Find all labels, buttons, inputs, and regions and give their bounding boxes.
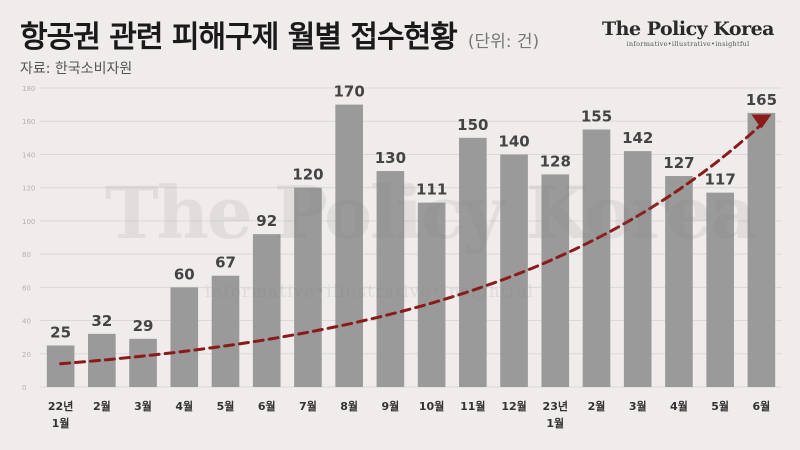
unit-label: (단위: 건) [467,32,540,52]
x-tick-label: 6월 [258,399,276,413]
bar [459,137,487,387]
data-label: 150 [457,116,488,134]
bar [582,129,611,387]
x-tick-label: 3월 [134,399,152,413]
x-tick-label: 3월 [629,399,647,413]
x-tick-label: 5월 [711,399,729,413]
bar [294,187,322,387]
data-label: 120 [292,166,323,184]
bar [129,338,157,387]
y-tick-label: 140 [22,151,35,159]
y-tick-label: 20 [22,351,31,359]
data-label: 170 [334,83,365,101]
brand-name: The Policy Korea [602,18,774,40]
data-label: 25 [50,323,71,341]
x-tick-label: 4월 [175,399,193,413]
data-label: 117 [705,171,736,189]
x-tick-label: 22년 [48,399,73,413]
x-tick-label: 4월 [670,399,688,413]
x-tick-label: 5월 [217,399,235,413]
y-tick-label: 120 [22,185,35,193]
data-label: 140 [498,132,529,150]
bar [170,287,199,387]
brand-tagline: informative•illustrative•insightful [626,40,750,48]
x-tick-label: 9월 [381,399,399,413]
trend-line [59,123,763,366]
data-label: 67 [215,254,236,272]
x-tick-label: 10월 [419,399,444,413]
x-tick-label: 6월 [752,399,770,413]
data-label: 127 [663,154,694,172]
data-label: 29 [133,317,154,335]
data-label: 128 [540,152,571,170]
brand-logo: The Policy Korea informative•illustrativ… [602,18,774,48]
watermark: The Policy Korea [105,170,757,255]
x-tick-label: 8월 [340,399,358,413]
bar [335,104,363,387]
x-tick-label: 12월 [501,399,526,413]
data-label: 155 [581,108,612,126]
y-tick-label: 80 [22,251,31,259]
y-tick-label: 60 [22,284,31,292]
data-label: 142 [622,129,653,147]
bar [376,171,405,387]
bar [417,202,446,387]
y-tick-label: 40 [22,318,31,326]
bar [747,112,776,388]
data-label: 130 [375,149,406,167]
bar [211,275,240,387]
title-block: 항공권 관련 피해구제 월별 접수현황 (단위: 건) [20,12,539,56]
data-label: 32 [91,312,112,330]
y-tick-label: 0 [22,384,26,392]
bar [252,234,281,387]
x-tick-label: 1월 [546,416,564,430]
x-tick-label: 2월 [588,399,606,413]
x-tick-label: 7월 [299,399,317,413]
bar [541,174,570,387]
y-tick-label: 160 [22,118,35,126]
bar [46,345,75,387]
watermark-tagline: informative•illustrative•insightful [205,282,535,302]
bar [665,176,693,387]
bar [706,192,734,387]
x-tick-label: 1월 [52,416,70,430]
bar [623,151,652,387]
x-tick-label: 2월 [93,399,111,413]
trend-arrow-icon [751,114,772,129]
source-label: 자료: 한국소비자원 [20,61,133,77]
y-tick-label: 100 [22,218,35,226]
data-label: 60 [174,265,195,283]
x-tick-label: 23년 [543,399,568,413]
y-tick-label: 180 [22,85,35,93]
x-tick-label: 11월 [460,399,485,413]
data-label: 165 [746,91,777,109]
data-label: 92 [256,212,277,230]
chart-title: 항공권 관련 피해구제 월별 접수현황 [20,20,458,55]
data-label: 111 [416,181,447,199]
